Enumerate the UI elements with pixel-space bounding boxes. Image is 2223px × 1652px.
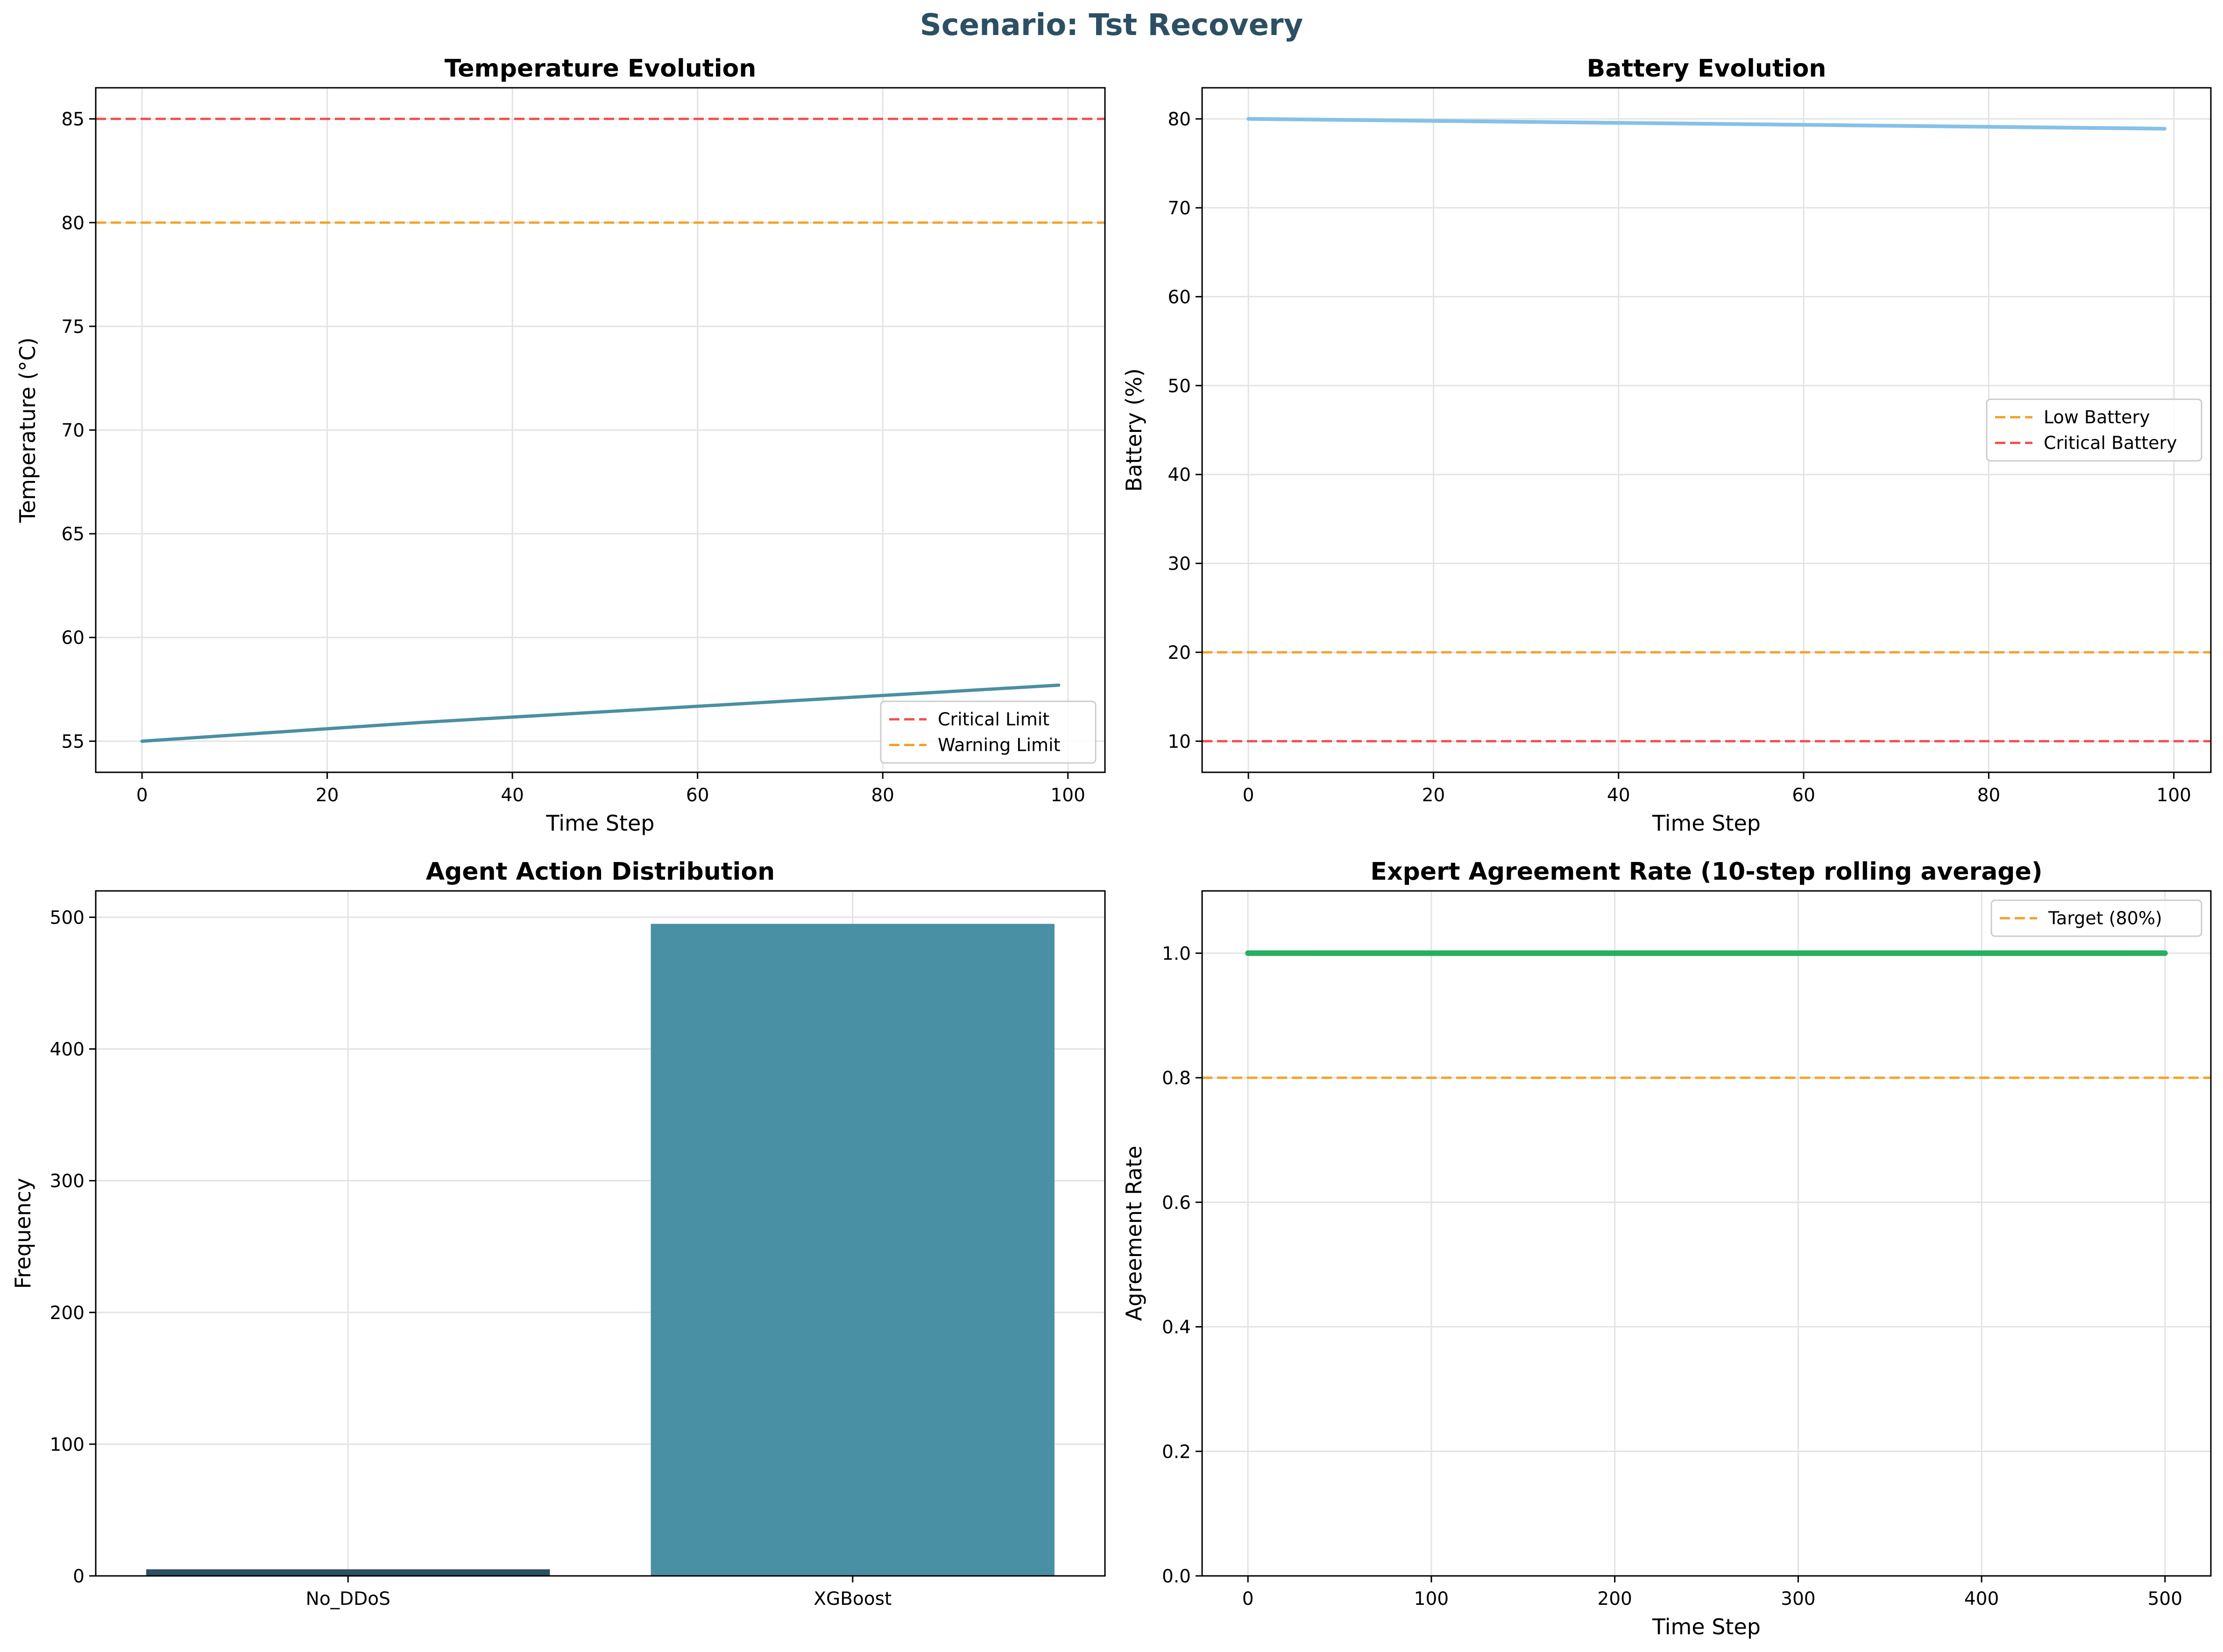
y-tick-label: 55	[61, 731, 85, 752]
y-axis-label: Frequency	[10, 1178, 35, 1289]
y-tick-label: 0.8	[1162, 1068, 1191, 1089]
x-tick-label: 60	[1792, 785, 1815, 806]
panel-title: Agent Action Distribution	[426, 858, 775, 886]
x-axis-label: Time Step	[1652, 1614, 1761, 1639]
x-tick-label: 40	[501, 785, 524, 806]
y-tick-label: 75	[61, 317, 85, 338]
panel-agreement: 0 100 200 300 400 500 Target (80%) 0.0 0.2 0.4 0.6…	[1121, 858, 2212, 1639]
legend-label: Low Battery	[2044, 407, 2150, 428]
x-tick-label: XGBoost	[814, 1588, 892, 1610]
panel-battery: 0 20 40 60 80 100 Low Battery Critical Battery 1…	[1121, 55, 2212, 836]
axes-frame	[95, 890, 1106, 1577]
x-tick-label: 500	[2148, 1588, 2182, 1610]
axes-frame	[1201, 890, 2212, 1577]
x-tick-label: 0	[1242, 1588, 1254, 1610]
axes-frame	[95, 87, 1106, 773]
legend-frame	[1990, 899, 2202, 937]
y-tick-label: 500	[50, 907, 85, 928]
y-axis-label: Battery (%)	[1121, 368, 1147, 492]
legend: Low Battery Critical Battery	[1986, 398, 2202, 462]
legend-frame	[880, 700, 1097, 764]
x-tick-label: No_DDoS	[306, 1588, 390, 1610]
figure-title: Scenario: Tst Recovery	[920, 8, 1303, 42]
x-tick-label: 60	[686, 785, 709, 806]
x-tick-label: 300	[1781, 1588, 1815, 1610]
y-tick-label: 40	[1168, 465, 1191, 486]
panel-title: Temperature Evolution	[445, 55, 757, 83]
legend-label: Target (80%)	[2048, 908, 2162, 929]
y-tick-label: 300	[50, 1171, 85, 1192]
y-tick-label: 0.4	[1162, 1317, 1191, 1338]
x-tick-label: 20	[316, 785, 339, 806]
y-tick-label: 1.0	[1162, 943, 1191, 964]
x-axis-label: Time Step	[546, 811, 655, 836]
panel-actions: No_DDoS XGBoost 0 100 200 300 400 500 Agent Acti…	[10, 858, 1106, 1610]
panel-title: Expert Agreement Rate (10-step rolling a…	[1370, 858, 2042, 886]
x-tick-label: 20	[1422, 785, 1445, 806]
y-tick-label: 60	[1168, 287, 1191, 308]
y-tick-label: 70	[1168, 198, 1191, 219]
x-tick-label: 0	[1243, 785, 1254, 806]
y-axis-label: Agreement Rate	[1121, 1146, 1147, 1321]
legend-label: Warning Limit	[938, 735, 1061, 755]
panel-temperature: 0 20 40 60 80 100 Critical Limit Warning Limit 5…	[15, 55, 1106, 836]
legend: Target (80%)	[1990, 899, 2202, 937]
y-tick-label: 50	[1168, 376, 1191, 397]
bar-xgboost	[651, 924, 1055, 1576]
x-tick-label: 80	[1977, 785, 2001, 806]
panel-title: Battery Evolution	[1587, 55, 1827, 83]
y-tick-label: 0.2	[1162, 1441, 1191, 1462]
y-tick-label: 20	[1168, 642, 1191, 664]
y-tick-label: 0.0	[1162, 1566, 1191, 1587]
y-tick-label: 10	[1168, 731, 1191, 752]
y-tick-label: 0.6	[1162, 1193, 1191, 1214]
x-tick-label: 100	[2157, 785, 2191, 806]
x-tick-label: 100	[1050, 785, 1085, 806]
y-tick-label: 80	[61, 213, 85, 234]
x-tick-label: 80	[871, 785, 894, 806]
y-tick-label: 200	[50, 1303, 85, 1324]
x-tick-label: 0	[136, 785, 148, 806]
x-axis-label: Time Step	[1652, 811, 1761, 836]
bar-no-ddos	[146, 1569, 550, 1576]
data-line	[1246, 117, 2166, 131]
x-tick-label: 100	[1414, 1588, 1449, 1610]
y-tick-label: 85	[61, 109, 85, 130]
y-tick-label: 70	[61, 420, 85, 441]
y-tick-label: 80	[1168, 109, 1191, 130]
y-tick-label: 0	[73, 1566, 85, 1587]
legend: Critical Limit Warning Limit	[880, 700, 1097, 764]
legend-label: Critical Battery	[2044, 433, 2177, 453]
x-tick-label: 200	[1597, 1588, 1632, 1610]
x-tick-label: 40	[1607, 785, 1630, 806]
y-tick-label: 100	[50, 1434, 85, 1455]
data-line	[140, 683, 1061, 743]
y-axis-label: Temperature (°C)	[15, 337, 40, 523]
legend-label: Critical Limit	[938, 709, 1049, 730]
axes-frame	[1201, 87, 2212, 773]
y-tick-label: 400	[50, 1039, 85, 1060]
y-tick-label: 65	[61, 524, 85, 545]
legend-frame	[1986, 398, 2202, 462]
y-tick-label: 30	[1168, 554, 1191, 575]
y-tick-label: 60	[61, 628, 85, 649]
x-tick-label: 400	[1964, 1588, 1999, 1610]
